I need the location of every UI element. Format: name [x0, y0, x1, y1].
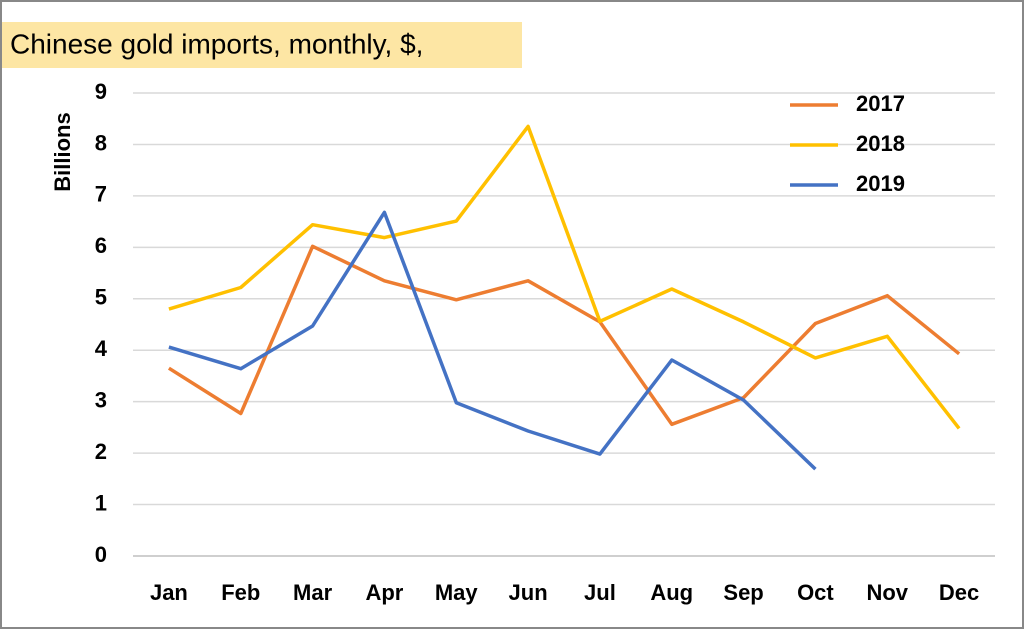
legend-label: 2017: [856, 91, 905, 116]
series-line: [167, 244, 961, 427]
x-tick-label: Feb: [221, 580, 260, 605]
y-tick-label: 6: [95, 233, 107, 258]
y-tick-label: 1: [95, 490, 107, 515]
y-tick-label: 8: [95, 130, 107, 155]
y-tick-label: 5: [95, 285, 107, 310]
y-tick-label: 4: [95, 336, 108, 361]
x-tick-label: Aug: [650, 580, 693, 605]
legend-label: 2019: [856, 171, 905, 196]
x-tick-label: Nov: [866, 580, 908, 605]
x-tick-label: Apr: [365, 580, 403, 605]
series-line: [168, 210, 817, 471]
x-tick-label: Jun: [509, 580, 548, 605]
x-tick-label: Oct: [797, 580, 834, 605]
y-axis-label: Billions: [50, 112, 75, 191]
x-tick-label: Jan: [150, 580, 188, 605]
title-background: [2, 22, 522, 68]
x-tick-label: Jul: [584, 580, 616, 605]
x-tick-label: Dec: [939, 580, 979, 605]
x-tick-label: May: [435, 580, 479, 605]
x-tick-label: Sep: [723, 580, 763, 605]
x-tick-label: Mar: [293, 580, 333, 605]
y-tick-label: 7: [95, 182, 107, 207]
chart-title: Chinese gold imports, monthly, $,: [10, 28, 423, 59]
y-tick-label: 9: [95, 79, 107, 104]
series-line: [168, 124, 961, 430]
y-tick-label: 2: [95, 439, 107, 464]
legend-label: 2018: [856, 131, 905, 156]
y-tick-label: 0: [95, 542, 107, 567]
y-tick-label: 3: [95, 387, 107, 412]
